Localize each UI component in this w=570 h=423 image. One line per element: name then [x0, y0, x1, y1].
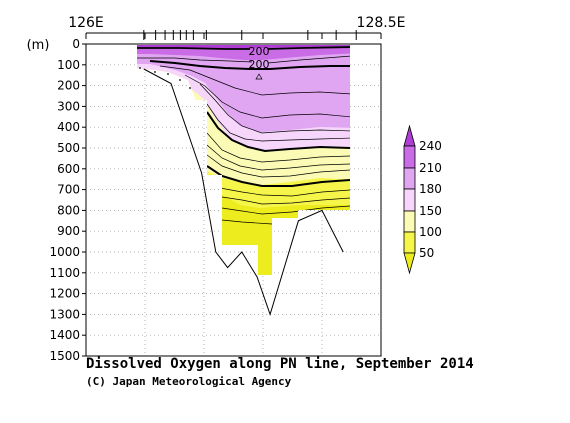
y-tick-label: 1400 — [49, 328, 80, 342]
contour-90 — [219, 187, 350, 197]
bottom-topography — [139, 67, 344, 317]
band-180-210 — [137, 45, 350, 132]
chart-credit: (C) Japan Meteorological Agency — [86, 375, 292, 388]
contour-170 — [206, 103, 350, 142]
y-tick-label: 0 — [72, 37, 80, 51]
y-tick-label: 900 — [57, 224, 80, 238]
y-tick-label: 600 — [57, 162, 80, 176]
y-tick-label: 700 — [57, 183, 80, 197]
colorbar-label: 50 — [419, 246, 434, 260]
contour-220 — [137, 55, 350, 64]
contour-200-upper — [137, 46, 350, 50]
chart-title: Dissolved Oxygen along PN line, Septembe… — [86, 356, 474, 372]
x-tick-label-126e: 126E — [68, 15, 104, 31]
bottom-sample-dot — [154, 71, 156, 73]
y-tick-label: 800 — [57, 203, 80, 217]
y-tick-label: 1300 — [49, 307, 80, 321]
contour-closed-minimum — [255, 73, 263, 80]
bottom-profile-line — [143, 68, 344, 317]
colorbar-label: 210 — [419, 161, 442, 175]
contour-185 — [184, 74, 350, 119]
y-axis: 0 100 200 300 400 500 600 700 800 900 1000 1100 1200… — [49, 37, 86, 363]
band-gt-240 — [137, 45, 350, 49]
contour-label-200-upper: 200 — [249, 45, 270, 58]
contour-60 — [221, 219, 273, 225]
y-tick-label: 1200 — [49, 287, 80, 301]
colorbar-segment — [403, 188, 416, 212]
bottom-sample-dot — [179, 79, 181, 81]
colorbar-label: 240 — [419, 139, 442, 153]
colorbar-top-triangle — [403, 124, 416, 147]
x-tick-label-128-5e: 128.5E — [357, 15, 406, 31]
y-tick-label: 100 — [57, 58, 80, 72]
y-tick-label: 500 — [57, 141, 80, 155]
station-markers — [143, 30, 357, 40]
y-axis-label: (m) — [27, 38, 50, 53]
colorbar: 240 210 180 150 100 50 — [403, 124, 442, 275]
y-tick-label: 200 — [57, 79, 80, 93]
contour-140 — [206, 132, 350, 163]
colorbar-segment — [403, 231, 416, 254]
top-longitude-axis — [85, 32, 382, 39]
y-tick-label: 1100 — [49, 266, 80, 280]
contour-70 — [221, 205, 350, 215]
contour-80 — [221, 196, 350, 205]
contour-200-lower — [149, 60, 350, 70]
band-210-240 — [137, 45, 350, 60]
bottom-sample-dot — [167, 73, 169, 75]
contour-label-200-lower: 200 — [249, 58, 270, 71]
y-tick-label: 1000 — [49, 245, 80, 259]
contour-130 — [206, 144, 350, 171]
contour-180 — [199, 83, 350, 134]
bottom-sample-dot — [189, 87, 191, 89]
y-tick-label: 400 — [57, 120, 80, 134]
bottom-sample-dot — [139, 67, 141, 69]
contour-150 — [206, 111, 350, 153]
plot-frame — [85, 43, 382, 357]
colorbar-label: 150 — [419, 204, 442, 218]
contour-120 — [206, 154, 350, 178]
colorbar-segment — [403, 210, 416, 233]
contour-190 — [159, 65, 350, 96]
y-tick-label: 1500 — [49, 349, 80, 363]
y-tick-label: 300 — [57, 99, 80, 113]
colorbar-label: 180 — [419, 182, 442, 196]
colorbar-label: 100 — [419, 225, 442, 239]
colorbar-bottom-triangle — [403, 252, 416, 275]
colorbar-segment — [403, 145, 416, 169]
contour-100 — [206, 165, 350, 187]
colorbar-segment — [403, 167, 416, 190]
oxygen-contour-lines — [137, 46, 350, 225]
